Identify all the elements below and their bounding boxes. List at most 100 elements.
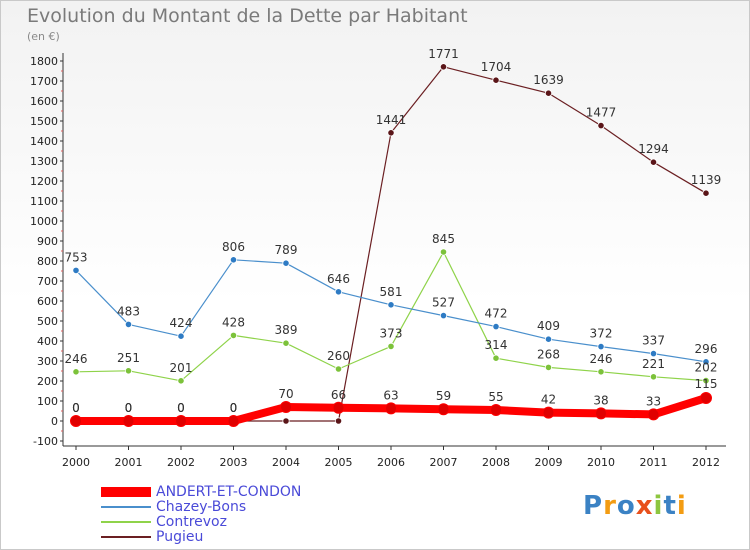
- data-label-andert-et-condon: 70: [278, 387, 293, 401]
- data-label-andert-et-condon: 42: [541, 393, 556, 407]
- data-label-andert-et-condon: 33: [646, 394, 661, 408]
- data-point-andert-et-condon: [332, 401, 345, 414]
- data-point-andert-et-condon: [227, 415, 240, 427]
- chart-title: Evolution du Montant de la Dette par Hab…: [27, 5, 468, 27]
- data-point-andert-et-condon: [700, 392, 712, 404]
- y-tick-label: 700: [37, 275, 58, 288]
- logo-letter: o: [616, 491, 636, 521]
- x-tick-label: 2009: [535, 456, 563, 469]
- data-point-pugieu: [492, 76, 500, 84]
- data-label-andert-et-condon: 66: [331, 388, 346, 402]
- data-point-contrevoz: [387, 342, 395, 350]
- y-tick-label: 1800: [30, 55, 58, 68]
- data-label-pugieu: 1477: [586, 106, 617, 120]
- data-label-chazey-bons: 753: [65, 250, 88, 264]
- data-label-pugieu: 1139: [691, 173, 722, 187]
- chart-unit-label: (en €): [27, 30, 60, 43]
- data-point-chazey-bons: [702, 358, 710, 366]
- data-point-chazey-bons: [649, 349, 658, 358]
- data-point-chazey-bons: [439, 311, 448, 320]
- data-point-chazey-bons: [597, 342, 605, 351]
- y-tick-label: 100: [37, 395, 58, 408]
- data-point-chazey-bons: [72, 266, 80, 274]
- data-label-contrevoz: 268: [537, 347, 560, 361]
- legend-label: Contrevoz: [156, 514, 227, 530]
- data-label-chazey-bons: 296: [695, 342, 718, 356]
- data-point-contrevoz: [702, 376, 710, 385]
- data-point-chazey-bons: [334, 288, 343, 296]
- data-point-contrevoz: [177, 377, 185, 385]
- data-label-andert-et-condon: 0: [125, 401, 133, 415]
- data-point-chazey-bons: [124, 320, 133, 328]
- data-label-chazey-bons: 372: [590, 327, 613, 341]
- y-tick-label: 900: [37, 235, 58, 248]
- data-point-andert-et-condon: [490, 404, 502, 416]
- data-label-contrevoz: 260: [327, 349, 350, 363]
- data-point-pugieu: [649, 158, 658, 166]
- y-tick-label: 1200: [30, 175, 58, 188]
- y-tick-label: 1000: [30, 215, 58, 228]
- data-point-chazey-bons: [387, 301, 395, 309]
- data-label-andert-et-condon: 0: [177, 401, 185, 415]
- x-tick-label: 2001: [115, 456, 143, 469]
- legend-label: Pugieu: [156, 529, 204, 545]
- data-label-chazey-bons: 409: [537, 319, 560, 333]
- y-tick-label: 0: [51, 415, 58, 428]
- x-tick-label: 2003: [220, 456, 248, 469]
- data-point-andert-et-condon: [647, 408, 660, 421]
- legend-swatch: [101, 506, 151, 508]
- x-tick-label: 2012: [692, 456, 720, 469]
- y-tick-label: 600: [37, 295, 58, 308]
- data-label-andert-et-condon: 0: [230, 401, 238, 415]
- legend-swatch: [101, 487, 151, 497]
- data-label-contrevoz: 314: [485, 338, 508, 352]
- data-label-contrevoz: 201: [170, 361, 193, 375]
- legend-swatch: [101, 536, 151, 538]
- data-point-contrevoz: [334, 365, 343, 373]
- data-label-contrevoz: 428: [222, 315, 245, 329]
- data-label-chazey-bons: 483: [117, 304, 140, 318]
- data-point-chazey-bons: [544, 335, 553, 343]
- data-label-contrevoz: 221: [642, 357, 665, 371]
- data-point-contrevoz: [492, 354, 500, 362]
- data-point-andert-et-condon: [175, 415, 187, 427]
- logo-letter: x: [635, 491, 654, 521]
- data-label-chazey-bons: 646: [327, 272, 350, 286]
- data-label-contrevoz: 246: [65, 352, 88, 366]
- data-label-andert-et-condon: 59: [436, 389, 451, 403]
- data-label-pugieu: 1294: [638, 142, 669, 156]
- y-tick-label: 800: [37, 255, 58, 268]
- data-point-andert-et-condon: [385, 402, 397, 415]
- x-tick-label: 2004: [272, 456, 300, 469]
- legend-label: Chazey-Bons: [156, 499, 247, 515]
- x-tick-label: 2005: [325, 456, 353, 469]
- data-point-contrevoz: [544, 363, 553, 371]
- data-point-contrevoz: [597, 368, 605, 376]
- data-label-andert-et-condon: 63: [383, 388, 398, 402]
- data-label-pugieu: 0: [230, 401, 238, 415]
- data-label-chazey-bons: 472: [485, 307, 508, 321]
- data-point-andert-et-condon: [280, 401, 292, 413]
- proxiti-logo: Proxiti: [583, 491, 687, 521]
- data-label-chazey-bons: 806: [222, 240, 245, 254]
- data-label-chazey-bons: 424: [170, 316, 193, 330]
- x-tick-label: 2002: [167, 456, 195, 469]
- legend-label: ANDERT-ET-CONDON: [156, 484, 302, 500]
- data-point-contrevoz: [282, 339, 290, 347]
- data-point-contrevoz: [72, 368, 80, 376]
- data-point-pugieu: [597, 122, 605, 130]
- data-label-chazey-bons: 527: [432, 296, 455, 310]
- data-point-contrevoz: [439, 248, 448, 256]
- y-tick-label: 300: [37, 355, 58, 368]
- data-point-pugieu: [387, 129, 395, 137]
- data-label-contrevoz: 389: [275, 323, 298, 337]
- data-label-chazey-bons: 337: [642, 334, 665, 348]
- legend-swatch: [101, 521, 151, 523]
- logo-letter: t: [663, 491, 677, 521]
- x-tick-label: 2000: [62, 456, 90, 469]
- data-point-contrevoz: [649, 373, 658, 381]
- data-label-pugieu: 1771: [428, 47, 459, 61]
- y-tick-label: 1500: [30, 115, 58, 128]
- data-point-pugieu: [544, 89, 553, 97]
- data-point-pugieu: [702, 189, 710, 197]
